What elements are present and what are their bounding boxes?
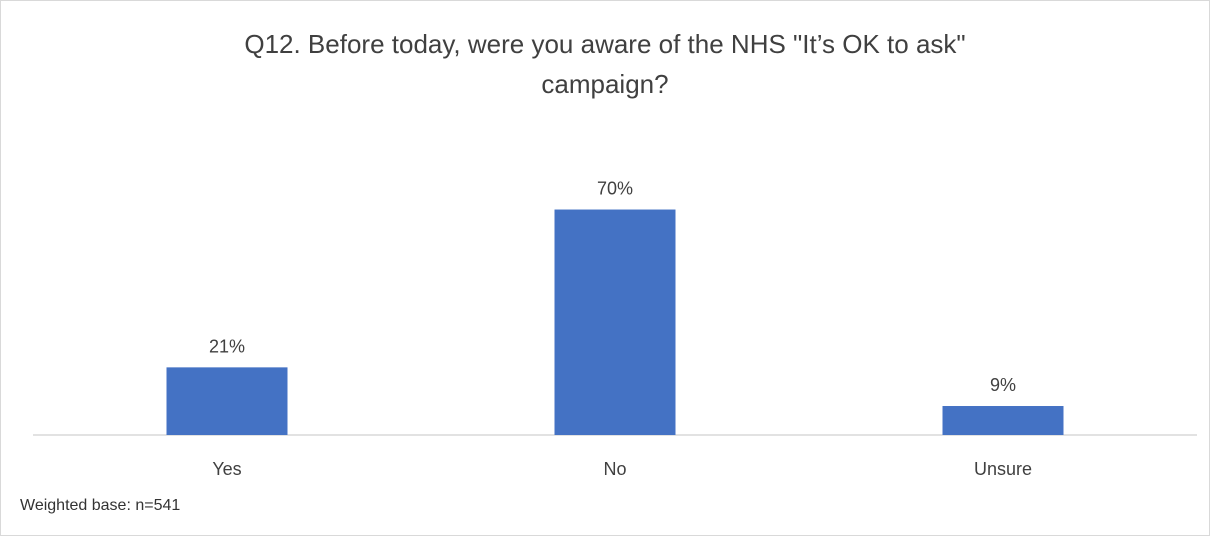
bar-unsure [942, 406, 1064, 435]
data-label-unsure: 9% [990, 375, 1016, 395]
data-label-yes: 21% [209, 336, 245, 356]
chart-title: Q12. Before today, were you aware of the… [244, 29, 966, 99]
bar-yes [166, 367, 288, 435]
weighted-base-note: Weighted base: n=541 [20, 497, 181, 514]
x-tick-label-no: No [603, 459, 626, 479]
x-tick-label-unsure: Unsure [974, 459, 1032, 479]
bar-no [554, 209, 676, 435]
x-tick-label-yes: Yes [212, 459, 241, 479]
data-label-no: 70% [597, 179, 633, 199]
